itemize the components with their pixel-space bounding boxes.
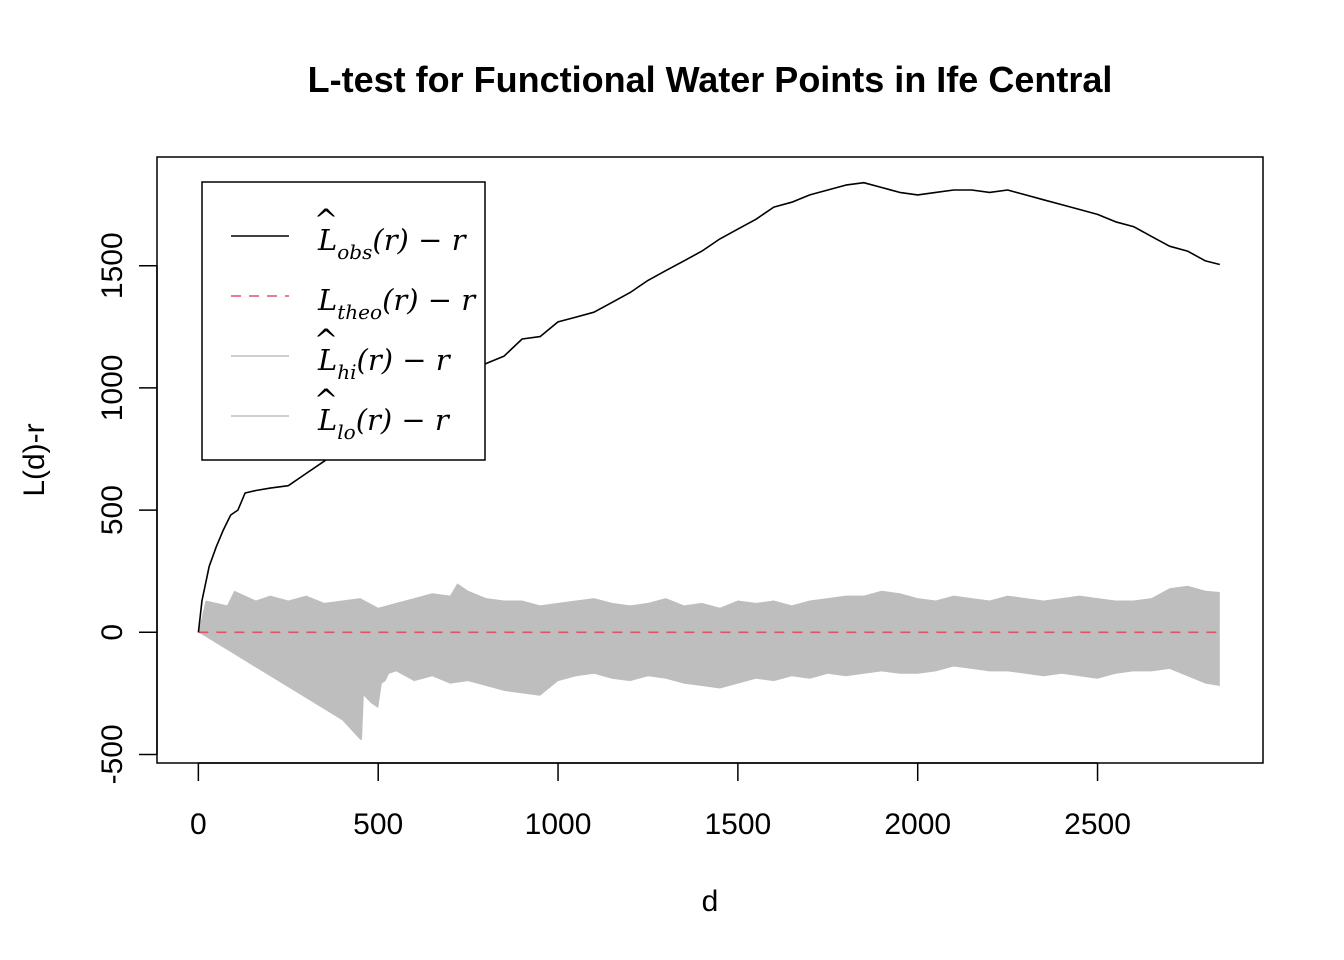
legend-hat: ^ (314, 383, 338, 417)
y-tick-label: 500 (96, 485, 129, 535)
chart-title: L-test for Functional Water Points in If… (308, 59, 1113, 100)
legend-entry-hi: Lhi(r) − r^ (231, 323, 452, 384)
legend-label: Llo(r) − r (317, 403, 451, 444)
legend-entry-lo: Llo(r) − r^ (231, 383, 451, 444)
x-tick-label: 1000 (525, 808, 592, 841)
x-axis: 0 500 1000 1500 2000 2500 (190, 762, 1131, 841)
legend-label: Lobs(r) − r (317, 223, 468, 264)
observed-layer (197, 181, 1220, 633)
y-axis: -500 0 500 1000 1500 (96, 232, 158, 784)
envelope-band (198, 583, 1220, 740)
x-tick-label: 1500 (704, 808, 771, 841)
x-tick-label: 2000 (884, 808, 951, 841)
x-tick-label: 2500 (1064, 808, 1131, 841)
legend-entry-theo: Ltheo(r) − r (231, 283, 477, 324)
legend-entry-obs: Lobs(r) − r^ (231, 203, 468, 264)
envelope-layer (198, 583, 1220, 740)
y-axis-label: L(d)-r (18, 423, 51, 496)
observed-line (197, 181, 1220, 633)
y-tick-label: 1500 (96, 232, 129, 299)
legend-label: Lhi(r) − r (317, 343, 452, 384)
legend-label: Ltheo(r) − r (317, 283, 477, 324)
x-tick-label: 500 (353, 808, 403, 841)
y-tick-label: 0 (96, 624, 129, 641)
x-axis-label: d (702, 885, 719, 918)
y-tick-label: 1000 (96, 355, 129, 422)
y-tick-label: -500 (96, 724, 129, 784)
legend-hat: ^ (314, 323, 338, 357)
legend-box (201, 181, 486, 461)
x-tick-label: 0 (190, 808, 207, 841)
legend-hat: ^ (314, 203, 338, 237)
